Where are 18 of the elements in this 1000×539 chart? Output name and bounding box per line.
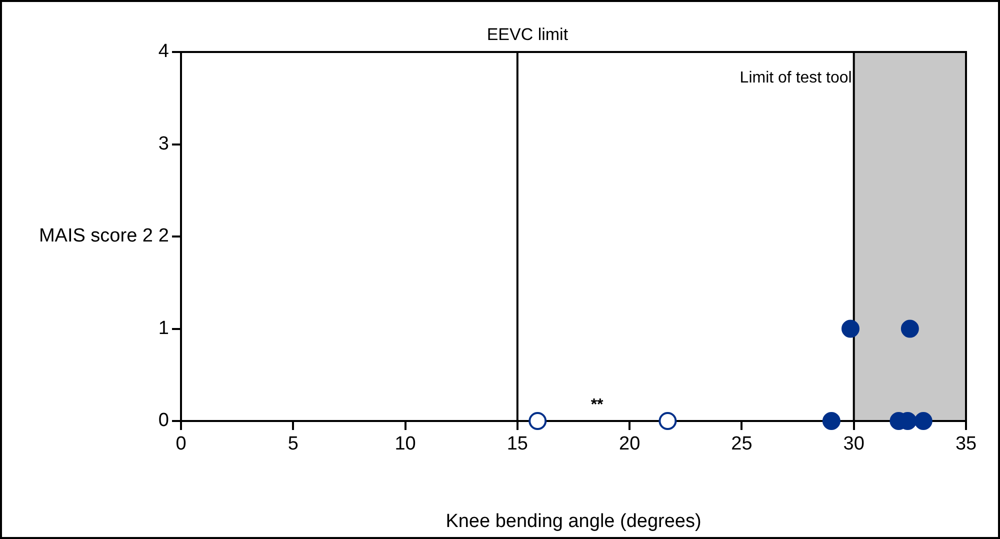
ref-line-label: EEVC limit xyxy=(486,25,568,44)
y-tick-label: 0 xyxy=(158,410,169,432)
band-label: Limit of test tool xyxy=(740,69,852,86)
x-tick-label: 30 xyxy=(843,434,864,455)
y-tick-label: 4 xyxy=(158,41,170,62)
x-tick-label: 0 xyxy=(176,434,186,455)
x-tick-label: 5 xyxy=(288,434,298,455)
x-axis-title: Knee bending angle (degrees) xyxy=(446,510,702,532)
x-tick-label: 20 xyxy=(619,434,640,455)
x-tick-label: 25 xyxy=(731,434,752,455)
annotation: ** xyxy=(590,396,604,414)
x-tick-label: 10 xyxy=(394,434,416,455)
x-tick-label: 35 xyxy=(955,434,977,455)
y-tick-label: 2 xyxy=(158,226,169,247)
y-tick-label: 1 xyxy=(158,318,169,339)
y-axis-title: MAIS score 2 xyxy=(38,226,153,247)
x-tick-label: 15 xyxy=(506,434,528,455)
y-tick-label: 3 xyxy=(158,133,169,154)
